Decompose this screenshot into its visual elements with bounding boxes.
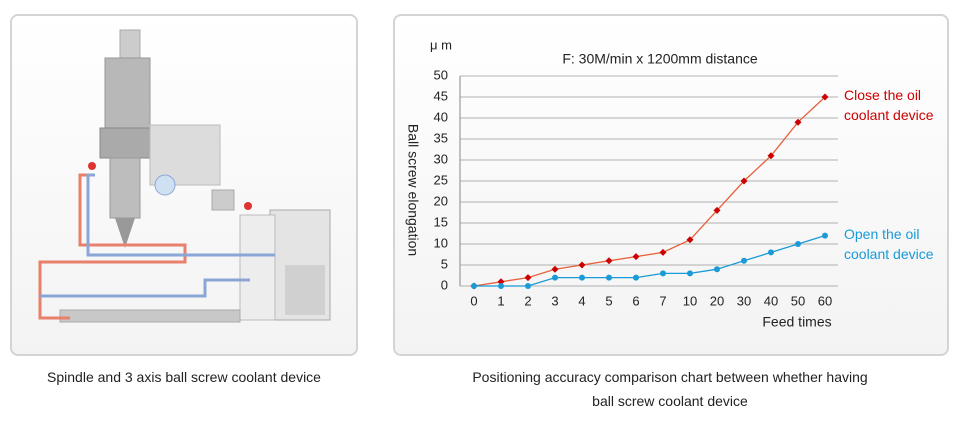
legend-entry: Open the oil coolant device [844, 225, 934, 262]
machine-illustration [38, 29, 331, 323]
left-caption: Spindle and 3 axis ball screw coolant de… [47, 369, 321, 385]
right-caption: Positioning accuracy comparison chart be… [472, 369, 868, 409]
point [605, 257, 613, 265]
point [659, 248, 667, 256]
y-tick-label: 50 [434, 67, 448, 82]
point [822, 232, 828, 239]
point [768, 249, 774, 256]
x-tick-label: 30 [737, 293, 751, 308]
y-tick-label: 5 [441, 256, 448, 271]
point [579, 274, 585, 281]
y-tick-label: 25 [434, 172, 448, 187]
x-tick-label: 2 [524, 293, 531, 308]
x-axis-label: Feed times [762, 314, 831, 330]
x-tick-label: 7 [659, 293, 666, 308]
x-tick-label: 40 [764, 293, 778, 308]
point [686, 236, 694, 244]
y-axis-label: Ball screw elongation [405, 124, 421, 256]
x-tick-label: 3 [551, 293, 558, 308]
y-tick-label: 0 [441, 277, 448, 292]
x-tick-label: 5 [605, 293, 612, 308]
x-tick-label: 60 [818, 293, 832, 308]
chart-title: F: 30M/min x 1200mm distance [562, 51, 758, 67]
x-tick-label: 4 [578, 293, 585, 308]
y-tick-label: 30 [434, 151, 448, 166]
x-tick-label: 20 [710, 293, 724, 308]
x-tick-label: 1 [497, 293, 504, 308]
point [633, 274, 639, 281]
series-line [473, 96, 826, 287]
point [741, 257, 747, 264]
point [794, 118, 802, 126]
y-tick-label: 40 [434, 109, 448, 124]
point [660, 270, 666, 277]
point [632, 253, 640, 261]
y-tick-label: 15 [434, 214, 448, 229]
y-tick-label: 10 [434, 235, 448, 250]
point [471, 283, 477, 289]
x-tick-label: 10 [683, 293, 697, 308]
series-line [474, 234, 826, 287]
x-tick-label: 0 [470, 293, 477, 308]
y-tick-label: 45 [434, 88, 448, 103]
x-tick-label: 50 [791, 293, 805, 308]
point [524, 274, 532, 282]
point [606, 274, 612, 281]
point [767, 152, 775, 160]
point [497, 278, 505, 286]
unit-label: μ m [430, 37, 452, 52]
point [552, 274, 558, 281]
x-tick-label: 6 [632, 293, 639, 308]
y-tick-label: 35 [434, 130, 448, 145]
right-panel [393, 14, 949, 356]
point [498, 283, 504, 289]
point [525, 283, 531, 289]
point [714, 266, 720, 273]
point [795, 241, 801, 247]
point [551, 265, 559, 273]
point [687, 270, 693, 277]
point [713, 206, 721, 214]
point [821, 93, 829, 101]
y-tick-label: 20 [434, 193, 448, 208]
point [740, 177, 748, 185]
point [578, 261, 586, 269]
legend-entry: Close the oil coolant device [844, 87, 934, 123]
